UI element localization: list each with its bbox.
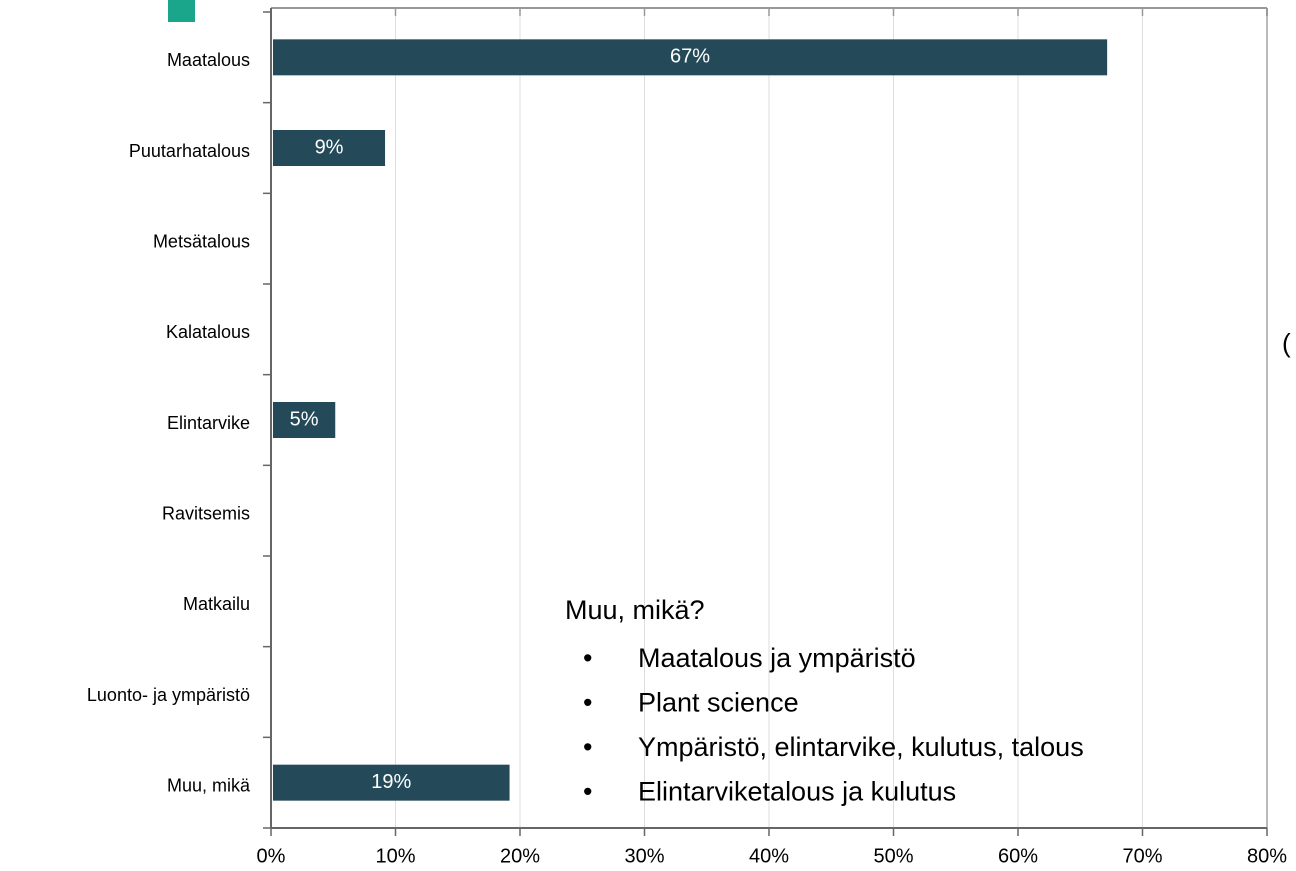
value-label: 5% xyxy=(290,408,319,430)
y-tick-label: Puutarhatalous xyxy=(129,141,250,161)
annotation-bullet: • xyxy=(583,732,592,762)
x-tick-label: 20% xyxy=(500,845,540,867)
annotation-bullet: • xyxy=(583,777,592,807)
x-tick-label: 70% xyxy=(1122,845,1162,867)
y-tick-label: Metsätalous xyxy=(153,231,250,251)
clipped-text: ( xyxy=(1282,328,1291,358)
bar xyxy=(273,130,386,166)
annotation-title: Muu, mikä? xyxy=(565,595,705,625)
decor-square xyxy=(168,0,195,22)
y-tick-label: Luonto- ja ympäristö xyxy=(87,685,250,705)
annotation-bullet: • xyxy=(583,688,592,718)
annotation-item: Elintarviketalous ja kulutus xyxy=(638,777,956,807)
value-label: 19% xyxy=(371,771,411,793)
bar xyxy=(273,764,510,801)
bar xyxy=(273,402,336,438)
value-label: 67% xyxy=(670,46,710,68)
y-tick-label: Matkailu xyxy=(183,594,250,614)
annotation-item: Ympäristö, elintarvike, kulutus, talous xyxy=(638,732,1084,762)
y-tick-label: Muu, mikä xyxy=(167,775,251,795)
x-tick-label: 60% xyxy=(998,845,1038,867)
x-tick-label: 40% xyxy=(749,845,789,867)
x-tick-label: 80% xyxy=(1247,845,1287,867)
bar xyxy=(273,39,1108,76)
annotation-bullet: • xyxy=(583,643,592,673)
value-label: 9% xyxy=(315,136,344,158)
annotation-item: Plant science xyxy=(638,688,799,718)
annotation-item: Maatalous ja ympäristö xyxy=(638,643,916,673)
y-tick-label: Maatalous xyxy=(167,50,250,70)
x-tick-label: 10% xyxy=(375,845,415,867)
y-tick-label: Ravitsemis xyxy=(162,503,250,523)
y-tick-label: Elintarvike xyxy=(167,413,250,433)
x-tick-label: 50% xyxy=(873,845,913,867)
x-tick-label: 0% xyxy=(257,845,286,867)
x-tick-label: 30% xyxy=(624,845,664,867)
y-tick-label: Kalatalous xyxy=(166,322,250,342)
